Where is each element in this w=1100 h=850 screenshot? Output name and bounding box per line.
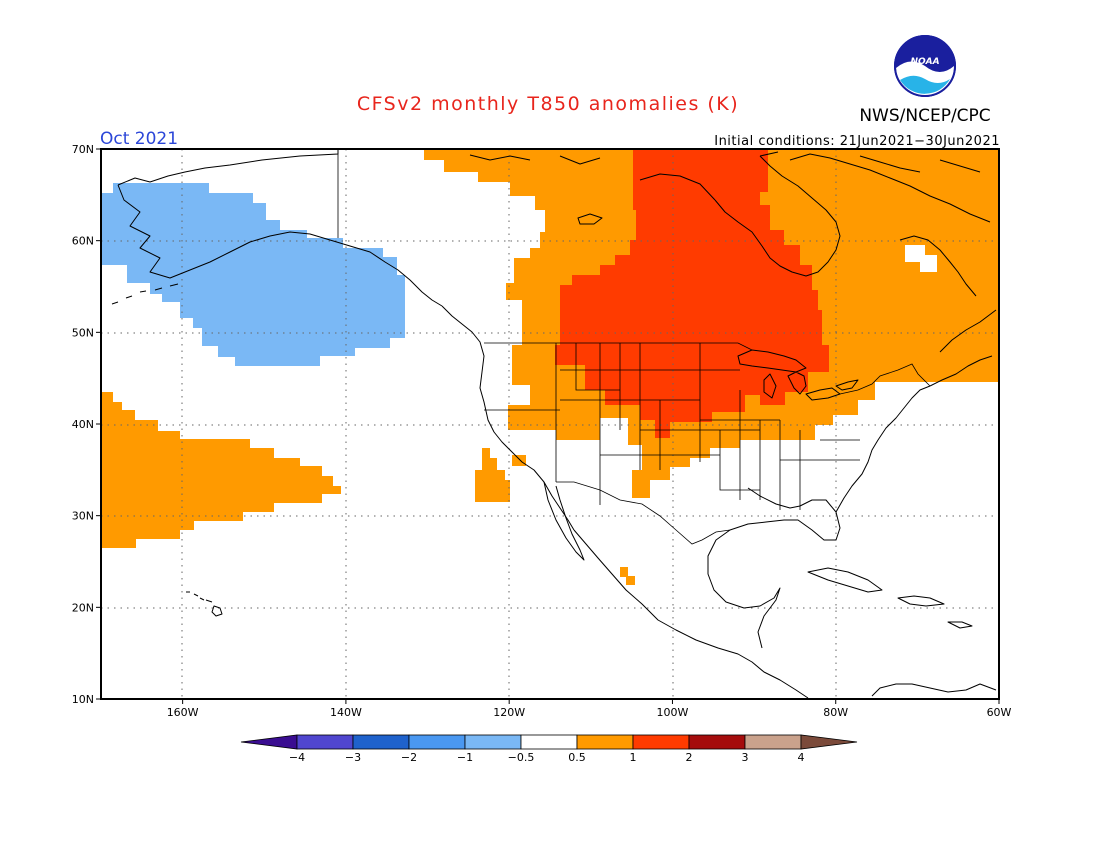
anomaly-region-east-pacific — [101, 392, 341, 548]
map-title: CFSv2 monthly T850 anomalies (K) — [357, 93, 739, 115]
lat-tick-label: 10N — [72, 693, 94, 706]
lon-tick-label: 100W — [657, 706, 689, 719]
colorbar-tick-label: −4 — [289, 751, 305, 764]
lat-tick-label: 20N — [72, 601, 94, 614]
graticule — [101, 149, 999, 699]
colorbar-tick-label: −3 — [345, 751, 361, 764]
lat-tick-label: 40N — [72, 418, 94, 431]
colorbar-arrow-low — [240, 734, 298, 750]
colorbar-swatch — [688, 734, 746, 750]
agency-label: NWS/NCEP/CPC — [859, 106, 990, 126]
colorbar-swatch — [520, 734, 578, 750]
anomaly-shading — [101, 149, 999, 585]
political-borders — [337, 150, 931, 545]
coastlines — [111, 150, 997, 699]
colorbar-tick-label: 0.5 — [568, 751, 586, 764]
colorbar-tick-label: −0.5 — [508, 751, 535, 764]
lat-tick-label: 50N — [72, 326, 94, 339]
colorbar-swatch — [744, 734, 802, 750]
lat-tick-label: 30N — [72, 510, 94, 523]
lon-tick-label: 140W — [330, 706, 362, 719]
colorbar-tick-label: −2 — [401, 751, 417, 764]
colorbar-swatch — [464, 734, 522, 750]
noaa-logo: NOAA — [894, 35, 956, 97]
anomaly-region-central-red — [555, 149, 829, 438]
colorbar-swatch — [408, 734, 466, 750]
anomaly-region-california — [475, 448, 526, 502]
colorbar-swatch — [296, 734, 354, 750]
lat-tick-label: 60N — [72, 235, 94, 248]
svg-text:NOAA: NOAA — [910, 57, 939, 67]
anomaly-region-alaska — [101, 183, 405, 366]
colorbar-tick-label: 1 — [630, 751, 637, 764]
lon-tick-label: 80W — [823, 706, 848, 719]
colorbar-arrow-high — [800, 734, 858, 750]
lat-tick-label: 70N — [72, 143, 94, 156]
latitude-ticks: 10N 20N 30N 40N 50N 60N 70N — [72, 143, 101, 706]
colorbar-swatch — [352, 734, 410, 750]
colorbar-swatch — [576, 734, 634, 750]
month-label: Oct 2021 — [100, 129, 178, 149]
lon-tick-label: 160W — [167, 706, 199, 719]
initial-conditions-label: Initial conditions: 21Jun2021−30Jun2021 — [714, 134, 1000, 149]
longitude-ticks: 160W 140W 120W 100W 80W 60W — [167, 699, 1012, 719]
lon-tick-label: 120W — [493, 706, 525, 719]
lon-tick-label: 60W — [987, 706, 1012, 719]
colorbar-swatch — [632, 734, 690, 750]
colorbar: −4 −3 −2 −1 −0.5 0.5 1 2 3 4 — [240, 734, 858, 764]
colorbar-tick-label: 3 — [742, 751, 749, 764]
anomaly-region-mexico-speck — [620, 567, 635, 585]
colorbar-tick-label: 2 — [686, 751, 693, 764]
colorbar-tick-label: −1 — [457, 751, 473, 764]
colorbar-tick-label: 4 — [798, 751, 805, 764]
